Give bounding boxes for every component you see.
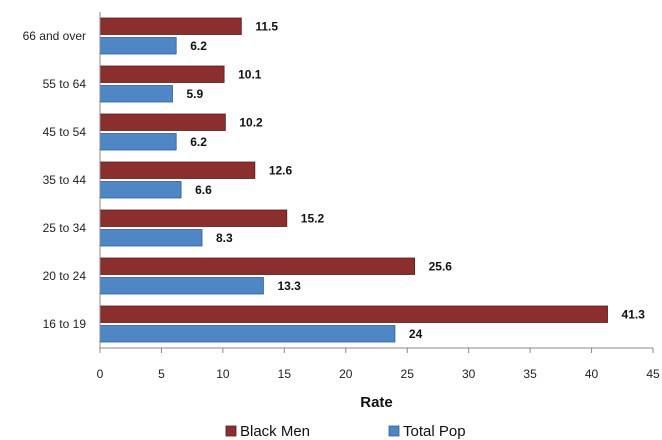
data-label-total-pop-2: 6.2 [190,135,207,149]
bar-total-pop-5 [99,277,264,295]
data-label-black-men-4: 15.2 [301,211,325,225]
bar-black-men-0 [99,17,242,35]
bar-black-men-5 [99,257,415,275]
bar-total-pop-1 [99,85,173,103]
bar-total-pop-6 [99,325,396,343]
data-labels: 11.5 6.2 10.1 5.9 10.2 6.2 12.6 6.6 15.2 8.3 25.6 1… [187,19,646,341]
x-axis-title: Rate [360,394,393,411]
data-label-total-pop-0: 6.2 [190,39,207,53]
category-label-0: 66 and over [23,29,86,43]
x-tick-labels: 0 5 10 15 20 25 30 35 40 45 [97,348,660,381]
data-label-black-men-2: 10.2 [239,115,263,129]
category-label-5: 20 to 24 [43,269,87,283]
data-label-black-men-0: 11.5 [255,19,278,33]
legend-label-black-men: Black Men [240,423,310,440]
category-labels: 66 and over 55 to 64 45 to 54 35 to 44 25 to… [23,29,87,331]
bar-black-men-6 [99,305,608,323]
x-tick-label-0: 0 [97,367,104,381]
bar-total-pop-0 [99,37,177,55]
category-label-1: 55 to 64 [43,77,87,91]
category-label-2: 45 to 54 [43,125,87,139]
legend-label-total-pop: Total Pop [403,423,466,440]
category-label-3: 35 to 44 [43,173,87,187]
bar-total-pop-3 [99,181,182,199]
data-label-black-men-3: 12.6 [269,163,293,177]
x-tick-label-3: 15 [278,367,292,381]
data-label-black-men-1: 10.1 [238,67,262,81]
legend-swatch-black-men [225,425,237,437]
x-tick-label-8: 40 [585,367,599,381]
data-label-total-pop-6: 24 [409,327,423,341]
bar-black-men-4 [99,209,288,227]
bar-black-men-1 [99,65,225,83]
x-tick-label-6: 30 [462,367,476,381]
data-label-total-pop-4: 8.3 [216,231,233,245]
data-label-total-pop-1: 5.9 [187,87,204,101]
x-tick-label-5: 25 [401,367,415,381]
data-label-black-men-5: 25.6 [429,259,453,273]
bar-black-men-2 [99,113,226,131]
bar-black-men-3 [99,161,256,179]
x-tick-label-9: 45 [646,367,660,381]
x-tick-label-4: 20 [339,367,353,381]
data-label-total-pop-3: 6.6 [195,183,212,197]
data-label-black-men-6: 41.3 [622,307,646,321]
x-tick-label-7: 35 [523,367,537,381]
bar-total-pop-4 [99,229,203,247]
category-label-4: 25 to 34 [43,221,87,235]
data-label-total-pop-5: 13.3 [277,279,301,293]
legend: Black Men Total Pop [225,423,466,440]
bars-group [99,17,608,343]
x-tick-label-1: 5 [158,367,165,381]
bar-total-pop-2 [99,133,177,151]
legend-swatch-total-pop [388,425,400,437]
x-tick-label-2: 10 [216,367,230,381]
category-label-6: 16 to 19 [43,317,87,331]
